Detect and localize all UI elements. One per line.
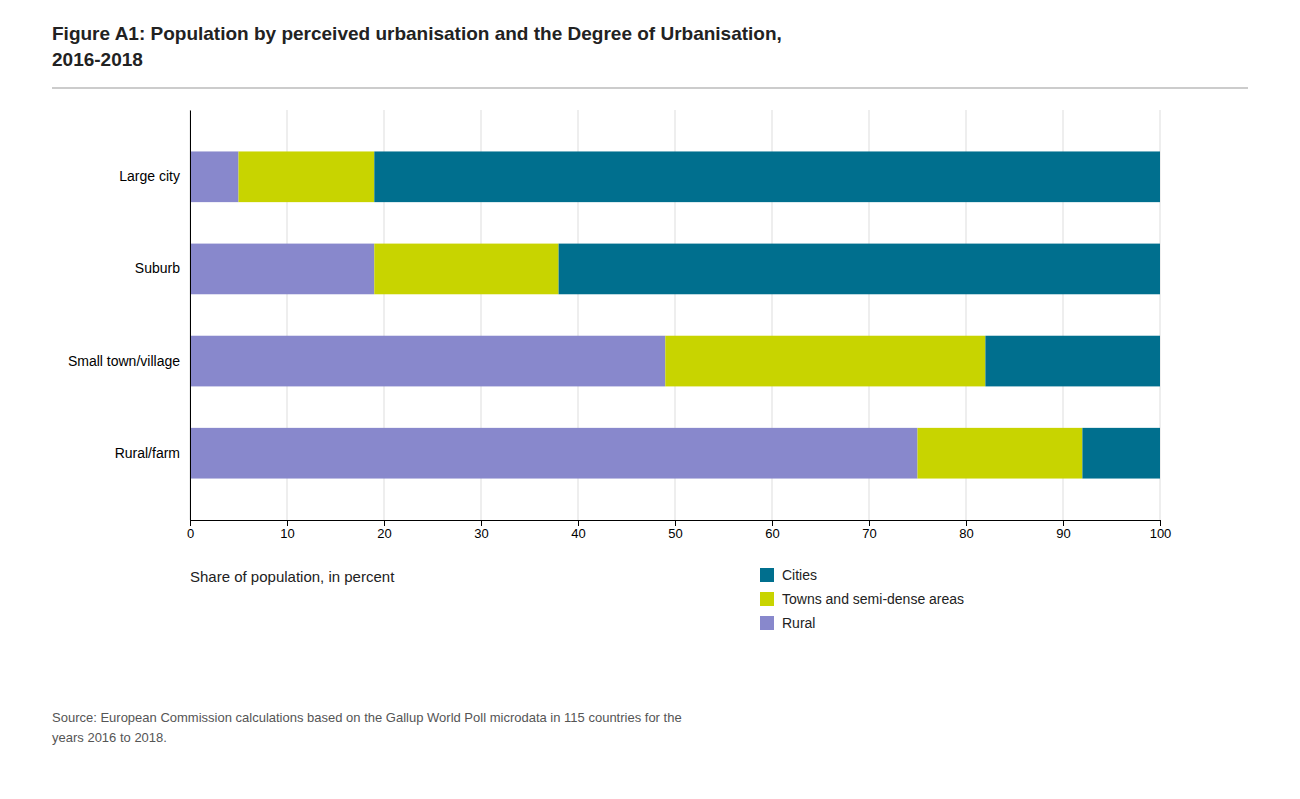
x-tick-label: 90 xyxy=(1056,526,1070,541)
x-axis-label: Share of population, in percent xyxy=(190,568,395,585)
x-tick: 100 xyxy=(1150,520,1172,541)
tick-mark xyxy=(578,520,579,526)
bar xyxy=(239,151,375,202)
y-tick: Suburb xyxy=(135,260,180,276)
title-line: 2016-2018 xyxy=(52,49,143,70)
legend-label: Towns and semi-dense areas xyxy=(782,591,964,607)
tick-mark xyxy=(772,520,773,526)
x-tick: 50 xyxy=(668,520,682,541)
tick-mark xyxy=(1160,520,1161,526)
x-tick: 60 xyxy=(765,520,779,541)
bar xyxy=(665,336,985,387)
y-tick-label: Suburb xyxy=(135,260,180,276)
x-tick-label: 20 xyxy=(377,526,391,541)
x-tick: 90 xyxy=(1056,520,1070,541)
bar xyxy=(190,428,918,479)
x-tick: 10 xyxy=(280,520,294,541)
x-tick: 0 xyxy=(187,520,194,541)
x-tick-label: 50 xyxy=(668,526,682,541)
x-tick-label: 10 xyxy=(280,526,294,541)
legend-item: Towns and semi-dense areas xyxy=(760,591,964,607)
tick-mark xyxy=(869,520,870,526)
y-tick: Rural/farm xyxy=(115,445,180,461)
x-tick-label: 100 xyxy=(1150,526,1172,541)
axis-line xyxy=(191,521,1161,527)
y-tick-label: Large city xyxy=(119,168,180,184)
bar xyxy=(190,244,374,295)
tick-mark xyxy=(384,520,385,526)
tick-mark xyxy=(675,520,676,526)
legend: Cities Towns and semi-dense areas Rural xyxy=(760,567,964,631)
source-line: years 2016 to 2018. xyxy=(52,730,167,745)
separator xyxy=(52,88,1248,89)
bar xyxy=(190,336,665,387)
legend-swatch xyxy=(760,592,774,606)
legend-label: Cities xyxy=(782,567,817,583)
x-tick-label: 80 xyxy=(959,526,973,541)
bar xyxy=(374,244,558,295)
legend-item: Cities xyxy=(760,567,817,583)
bar xyxy=(1082,428,1160,479)
tick-mark xyxy=(287,520,288,526)
source: Source: European Commission calculations… xyxy=(52,710,682,745)
x-tick: 20 xyxy=(377,520,391,541)
bar xyxy=(985,336,1160,387)
bar xyxy=(374,151,1160,202)
tick-mark xyxy=(190,520,191,526)
x-tick: 70 xyxy=(862,520,876,541)
x-tick-label: 30 xyxy=(474,526,488,541)
bar xyxy=(190,151,239,202)
axis-line xyxy=(190,111,191,521)
legend-item: Rural xyxy=(760,615,815,631)
y-tick: Small town/village xyxy=(68,353,180,369)
title-line: Figure A1: Population by perceived urban… xyxy=(52,23,782,44)
y-axis: Large city Suburb Small town/village Rural/… xyxy=(68,111,191,521)
x-tick-label: 40 xyxy=(571,526,585,541)
bar xyxy=(918,428,1083,479)
x-axis: 0 10 20 30 40 50 60 70 80 90 100 xyxy=(187,520,1171,541)
x-tick-label: 0 xyxy=(187,526,194,541)
legend-label: Rural xyxy=(782,615,815,631)
x-tick-label: 70 xyxy=(862,526,876,541)
y-tick: Large city xyxy=(119,168,180,184)
source-line: Source: European Commission calculations… xyxy=(52,710,682,725)
tick-mark xyxy=(966,520,967,526)
title: Figure A1: Population by perceived urban… xyxy=(52,23,782,70)
y-tick-label: Small town/village xyxy=(68,353,180,369)
x-tick: 40 xyxy=(571,520,585,541)
chart-svg: Figure A1: Population by perceived urban… xyxy=(0,0,1300,799)
grid xyxy=(190,110,1160,520)
series xyxy=(374,151,1160,478)
bar xyxy=(559,244,1160,295)
tick-mark xyxy=(1063,520,1064,526)
legend-swatch xyxy=(760,568,774,582)
legend-swatch xyxy=(760,616,774,630)
x-tick: 80 xyxy=(959,520,973,541)
bars xyxy=(190,151,1160,478)
y-tick-label: Rural/farm xyxy=(115,445,180,461)
grid-line xyxy=(190,110,191,520)
x-tick-label: 60 xyxy=(765,526,779,541)
x-tick: 30 xyxy=(474,520,488,541)
tick-mark xyxy=(481,520,482,526)
